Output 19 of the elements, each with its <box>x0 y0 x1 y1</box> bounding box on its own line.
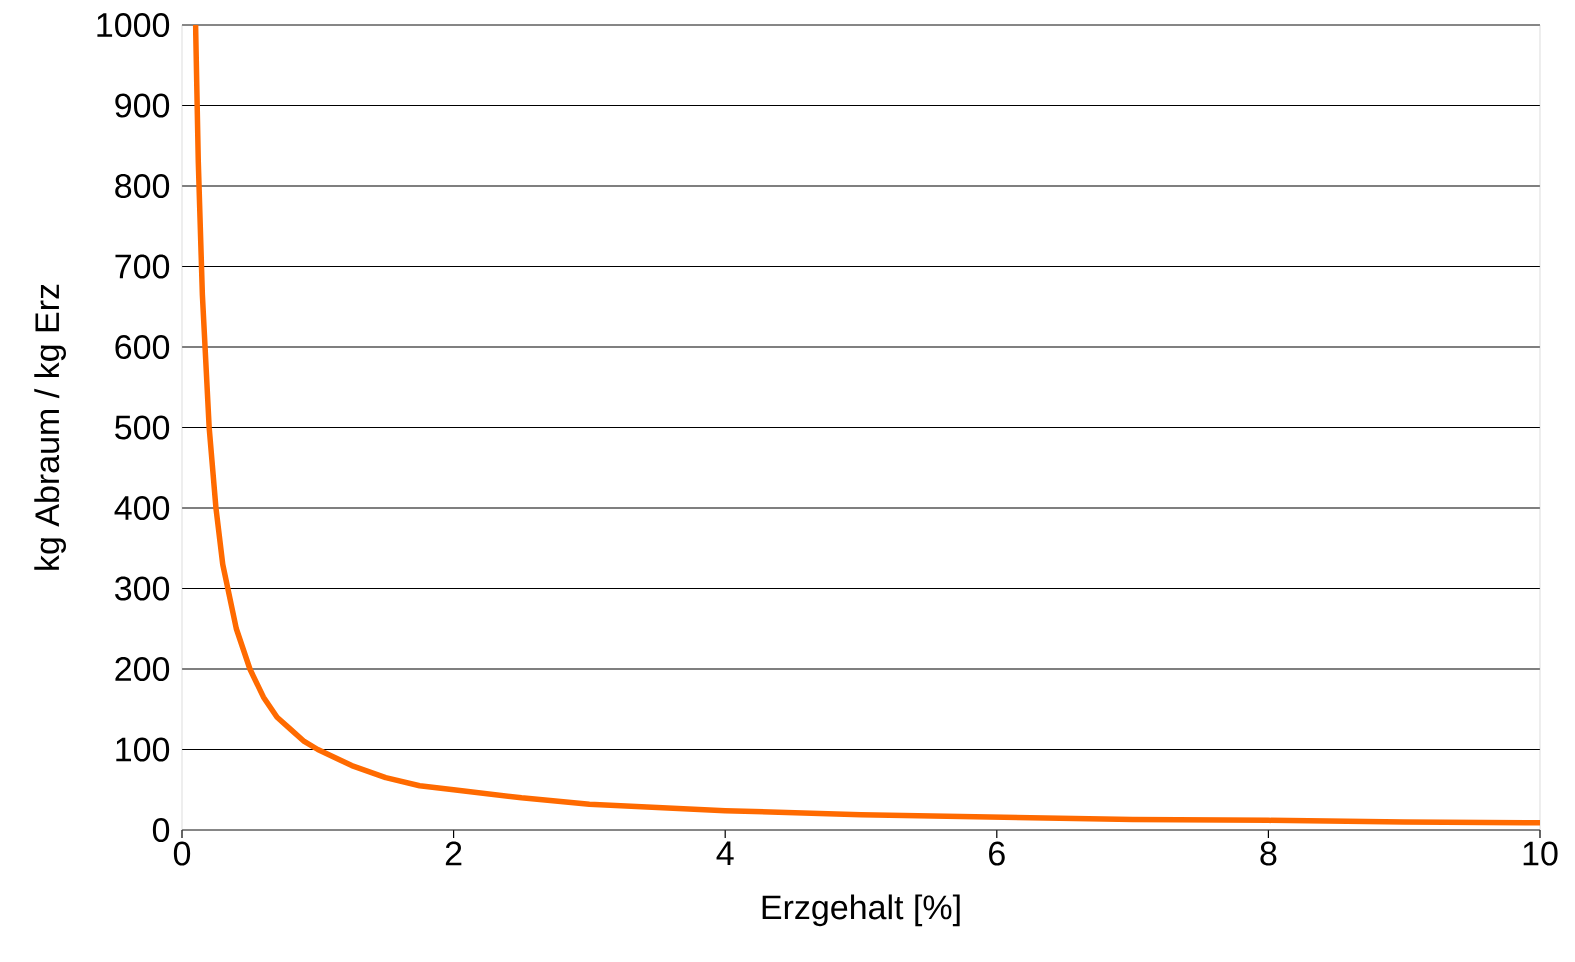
x-tick-label: 6 <box>989 841 1005 866</box>
y-tick-label: 0 <box>152 817 170 843</box>
x-tick-label: 0 <box>173 841 191 866</box>
x-tick-label: 8 <box>1260 841 1277 866</box>
y-tick-label: 200 <box>115 656 170 682</box>
x-tick-label: 2 <box>445 841 462 866</box>
y-tick-label: 400 <box>114 495 170 521</box>
y-tick-label: 900 <box>115 93 170 118</box>
x-tick-label: 4 <box>716 841 734 865</box>
x-tick-label: 10 <box>1523 841 1558 866</box>
y-tick-label: 800 <box>115 173 170 199</box>
y-axis-title: kg Abraum / kg Erz <box>34 284 66 570</box>
y-tick-label: 700 <box>115 254 170 279</box>
x-axis-title: Erzgehalt [%] <box>762 894 960 927</box>
y-tick-label: 300 <box>115 576 170 601</box>
y-tick-label: 600 <box>115 334 170 360</box>
y-tick-label: 1000 <box>97 12 170 38</box>
y-tick-label: 500 <box>115 415 170 440</box>
y-tick-label: 100 <box>116 737 170 762</box>
